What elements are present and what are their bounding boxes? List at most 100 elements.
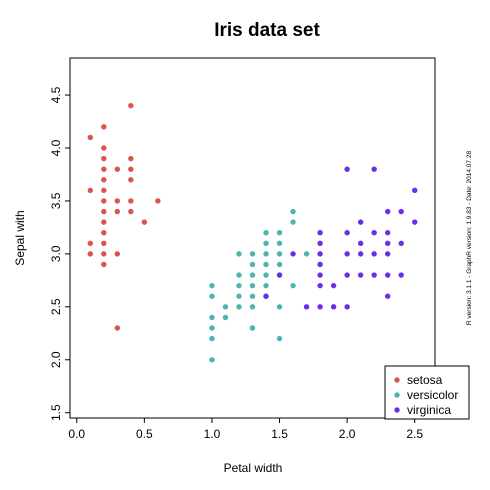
point-setosa [128,102,134,109]
x-tick-label: 2.0 [339,427,356,441]
point-versicolor [209,282,215,289]
point-versicolor [209,335,215,342]
point-virginica [357,251,364,257]
x-tick-label: 2.5 [406,427,423,441]
point-versicolor [290,219,296,225]
point-virginica [330,282,337,289]
legend-marker-versicolor [394,392,400,398]
point-virginica [384,208,391,215]
point-setosa [101,240,107,246]
point-versicolor [236,293,242,299]
point-versicolor [209,293,215,299]
point-virginica [317,272,323,278]
legend-marker-virginica [394,407,400,413]
point-versicolor [263,261,269,268]
point-virginica [357,219,364,225]
point-setosa [101,230,107,236]
point-setosa [128,208,134,215]
point-setosa [114,325,121,331]
point-setosa [101,251,107,257]
point-versicolor [249,293,256,299]
point-versicolor [249,272,256,278]
point-versicolor [276,335,283,342]
point-versicolor [276,261,283,268]
legend-label-virginica: virginica [407,403,451,417]
point-virginica [344,230,350,236]
y-axis-label: Sepal with [13,210,27,265]
point-setosa [141,219,148,225]
point-virginica [317,240,323,246]
point-versicolor [249,261,256,268]
point-versicolor [276,304,283,310]
point-virginica [398,240,404,246]
point-virginica [317,304,323,310]
point-versicolor [263,272,269,278]
y-tick-label: 4.0 [49,139,63,156]
point-versicolor [249,251,256,257]
version-note: R version: 3.1.1 - GraphR version: 1.9.8… [466,151,473,326]
point-virginica [344,304,350,310]
y-tick-label: 3.0 [49,245,63,262]
point-virginica [357,240,364,246]
x-tick-label: 0.0 [68,427,85,441]
point-setosa [128,155,134,162]
point-versicolor [276,240,283,246]
point-virginica [344,166,350,172]
point-setosa [101,177,107,183]
point-setosa [101,187,107,194]
point-versicolor [222,314,229,321]
point-setosa [87,134,93,141]
point-versicolor [263,282,269,289]
point-versicolor [276,230,283,236]
point-virginica [317,261,323,268]
point-setosa [87,251,93,257]
point-setosa [101,124,107,130]
point-setosa [128,198,134,204]
point-versicolor [236,251,242,257]
point-virginica [290,251,296,257]
chart-title: Iris data set [214,20,320,41]
point-virginica [263,293,269,299]
point-virginica [384,293,391,299]
point-versicolor [249,325,256,331]
point-versicolor [236,272,242,278]
point-setosa [101,155,107,162]
point-setosa [114,198,121,204]
data-points [87,102,418,363]
point-setosa [101,198,107,204]
point-versicolor [263,251,269,257]
x-axis: 0.0 0.5 1.0 1.5 2.0 2.5 [68,418,423,441]
point-virginica [317,251,323,257]
y-tick-label: 2.5 [49,298,63,315]
point-versicolor [209,314,215,321]
point-setosa [155,198,161,204]
point-versicolor [290,208,296,215]
point-virginica [412,219,418,225]
point-versicolor [209,357,215,363]
point-setosa [101,166,107,172]
point-setosa [101,145,107,151]
point-versicolor [236,282,242,289]
point-virginica [398,208,404,215]
y-axis: 1.5 2.0 2.5 3.0 3.5 4.0 4.5 [49,86,70,421]
point-virginica [384,251,391,257]
point-virginica [384,272,391,278]
point-versicolor [249,282,256,289]
legend-label-setosa: setosa [407,373,443,387]
point-versicolor [236,304,242,310]
legend-marker-setosa [394,377,400,383]
point-versicolor [276,251,283,257]
x-tick-label: 0.5 [136,427,153,441]
point-setosa [101,261,107,268]
point-virginica [303,304,310,310]
point-virginica [412,187,418,194]
legend-box [384,365,470,420]
point-virginica [344,272,350,278]
point-setosa [114,208,121,215]
point-setosa [87,240,93,246]
point-setosa [114,166,121,172]
point-virginica [371,230,377,236]
x-axis-label: Petal width [224,461,283,475]
